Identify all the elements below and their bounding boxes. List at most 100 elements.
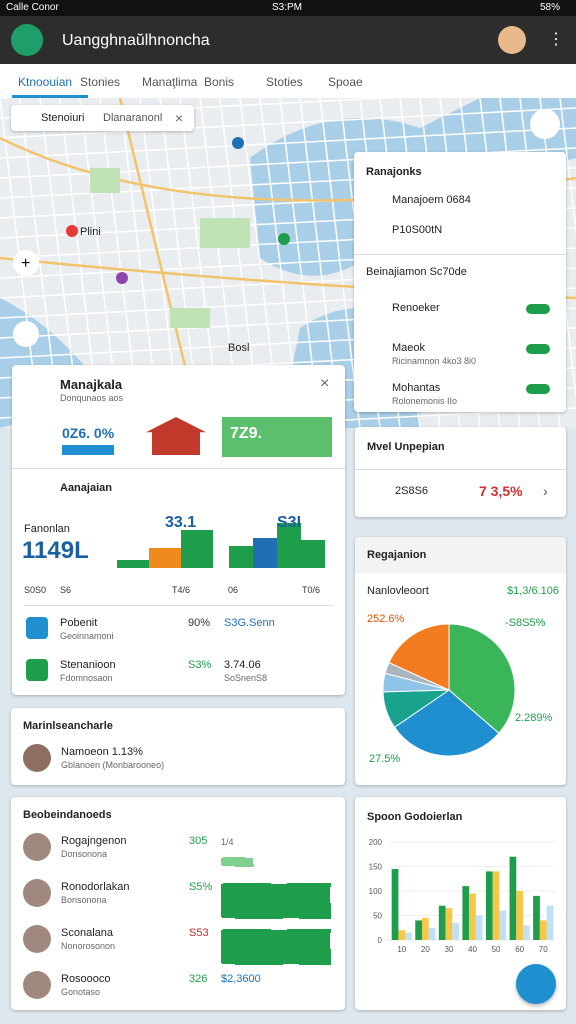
mini-bar xyxy=(149,548,181,568)
card-subtitle: Donqunaos aos xyxy=(60,393,124,403)
tab[interactable]: Stoties xyxy=(266,75,303,89)
avatar xyxy=(23,925,51,953)
x-tick-label: 50 xyxy=(492,945,501,954)
leader-sub: Gblanoen (Monbarooneo) xyxy=(61,760,165,770)
panel-row[interactable]: P10S00tN xyxy=(392,224,443,236)
row-name: Rogajngenon xyxy=(61,835,127,847)
bar xyxy=(533,895,540,940)
mini-charts: 33.1 S3I S0S0 S6 T4/6 06 T0/6 xyxy=(24,514,325,595)
card-title: Regajanion xyxy=(367,549,427,561)
row-metric: 3.74.06 xyxy=(224,659,261,671)
bar xyxy=(469,893,476,940)
row-icon xyxy=(26,659,48,681)
close[interactable]: × xyxy=(320,375,330,392)
battery: 58% xyxy=(540,2,561,13)
avatar xyxy=(23,879,51,907)
bar xyxy=(509,856,517,940)
layer-sub: Rolonemonis IIo xyxy=(392,396,458,406)
fab[interactable] xyxy=(516,964,556,1004)
toggle[interactable] xyxy=(526,384,550,394)
y-tick-label: 100 xyxy=(369,887,383,896)
pie-label: -S8S5% xyxy=(505,617,546,629)
row-sub: Bonsonona xyxy=(61,895,107,905)
row-name: Pobenit xyxy=(60,617,98,629)
layer-name[interactable]: Maeok xyxy=(392,342,426,354)
svg-text:+: + xyxy=(21,255,30,272)
axis-label: T4/6 xyxy=(172,585,190,595)
axis-label: T0/6 xyxy=(302,585,320,595)
x-tick-label: 10 xyxy=(397,945,406,954)
locate[interactable] xyxy=(13,321,39,347)
tab[interactable]: Ktnoouian xyxy=(18,75,73,89)
card-title: Beobeindanoeds xyxy=(23,809,112,821)
row-value: 90% xyxy=(188,617,211,629)
avatar[interactable] xyxy=(498,26,526,54)
card-title: Manajkala xyxy=(60,377,123,392)
row-name: Rosoooco xyxy=(61,973,111,985)
tab[interactable]: Stonies xyxy=(80,75,121,89)
mini-bar xyxy=(253,538,277,568)
leader-card: Marinlseancharle Namoeon 1.13% Gblanoen … xyxy=(11,708,345,785)
panel-row[interactable]: Manajoem 0684 xyxy=(392,194,471,206)
bar xyxy=(445,908,453,940)
tab-indicator xyxy=(12,95,88,98)
app-bar: Uangghnaŭlhnoncha ⋮ xyxy=(0,16,576,64)
section-title: Aanajaian xyxy=(60,482,112,494)
bar xyxy=(421,917,429,940)
stat: 0Z6. 0% xyxy=(62,425,115,441)
map-label: Plini xyxy=(80,226,101,238)
fee-change: 7 3,5% xyxy=(479,483,523,499)
tab[interactable]: Bonis xyxy=(204,75,235,89)
layer-name[interactable]: Renoeker xyxy=(392,302,440,314)
mini-label: S3I xyxy=(277,514,301,531)
bar xyxy=(492,871,500,940)
row-name: Sconalana xyxy=(61,927,113,939)
app-logo[interactable] xyxy=(11,24,43,56)
bar xyxy=(546,905,554,940)
bar xyxy=(452,922,460,940)
bar xyxy=(462,886,470,940)
layer-sub: Ricinamnon 4ko3 8i0 xyxy=(392,356,477,366)
bar xyxy=(415,920,422,940)
toggle[interactable] xyxy=(526,344,550,354)
tab-bar: Ktnoouian Stonies Manaţlima Bonis Stoties Spo… xyxy=(0,64,576,98)
avatar xyxy=(23,833,51,861)
zoom-in[interactable] xyxy=(13,250,39,276)
tab[interactable]: Spoae xyxy=(328,75,363,89)
y-tick-label: 150 xyxy=(369,863,383,872)
tab[interactable]: Manaţlima xyxy=(142,75,198,89)
x-tick-label: 20 xyxy=(421,945,430,954)
pie-slice xyxy=(448,623,516,734)
progress-bar xyxy=(220,928,332,966)
label: Fanonlan xyxy=(24,523,70,535)
stat: 7Z9. xyxy=(230,425,263,442)
search-text: Stenoiuri xyxy=(41,112,85,124)
row-metric: S3G.Senn xyxy=(224,617,275,629)
fees-card: Mvel Unpepian 2S8S6 7 3,5% › xyxy=(355,427,566,517)
row-sub: Nonorosonon xyxy=(61,941,116,951)
row-value: S3% xyxy=(188,659,212,671)
mini-bar xyxy=(277,523,301,568)
pie-label: 2.289% xyxy=(515,712,553,724)
bar xyxy=(438,905,446,940)
card-title: Marinlseancharle xyxy=(23,720,113,732)
pie-slice xyxy=(388,623,450,691)
refresh[interactable] xyxy=(530,109,560,139)
toggle[interactable] xyxy=(526,304,550,314)
row-sub: Gonotaso xyxy=(61,987,101,997)
row-name: Stenanioon xyxy=(60,659,116,671)
map-label: Bosl xyxy=(228,342,249,354)
avatar xyxy=(23,971,51,999)
pie-slice xyxy=(393,689,500,757)
axis-label: S0S0 xyxy=(24,585,46,595)
row-sub: Fdomnosaon xyxy=(60,673,113,683)
mini-label: 33.1 xyxy=(165,514,196,531)
search-hint: Dlanaranonl xyxy=(103,112,163,124)
menu[interactable]: ⋮ xyxy=(548,31,564,48)
layer-name[interactable]: Mohantas xyxy=(392,382,441,394)
bar xyxy=(391,868,399,940)
pie-card: Regajanion Nanlovleoort $1,3/6.106 252.6… xyxy=(355,537,566,785)
chevron[interactable]: › xyxy=(543,483,548,499)
progress-bar xyxy=(220,856,255,868)
search-box[interactable]: Stenoiuri Dlanaranonl × xyxy=(11,105,194,131)
